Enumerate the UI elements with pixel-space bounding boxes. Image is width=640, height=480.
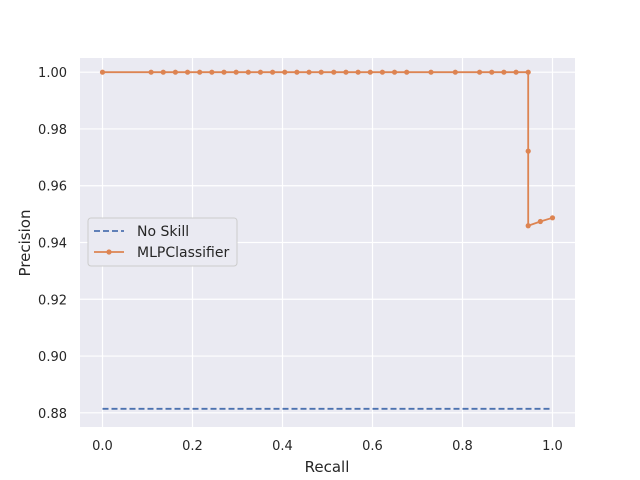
legend-marker-mlpclassifier <box>106 249 112 255</box>
data-point <box>233 69 239 75</box>
series-line-mlpclassifier <box>102 71 553 228</box>
data-point <box>172 69 178 75</box>
data-point <box>318 69 324 75</box>
data-point <box>197 69 203 75</box>
data-point <box>549 215 556 221</box>
data-point <box>404 69 410 75</box>
data-point <box>343 69 349 75</box>
y-tick-labels: 0.88 0.90 0.92 0.94 0.96 0.98 1.00 <box>38 66 67 422</box>
data-point <box>428 69 434 75</box>
data-point <box>331 69 337 75</box>
y-axis-label: Precision <box>16 210 34 277</box>
x-axis-label: Recall <box>305 458 350 476</box>
data-point <box>489 69 495 75</box>
legend-box <box>87 217 238 267</box>
data-point <box>501 69 507 75</box>
y-tick-label: 0.92 <box>38 293 67 308</box>
data-point <box>367 69 373 75</box>
data-point <box>525 69 531 75</box>
legend-label-no-skill: No Skill <box>137 224 189 240</box>
x-tick-label: 0.4 <box>272 439 293 454</box>
data-point <box>184 69 191 75</box>
data-point <box>452 69 458 75</box>
data-point <box>270 69 276 75</box>
x-tick-labels: 0.0 0.2 0.4 0.6 0.8 1.0 <box>92 439 563 454</box>
x-tick-label: 0.2 <box>182 439 203 454</box>
data-point <box>391 69 398 75</box>
y-tick-label: 0.98 <box>38 123 67 138</box>
series-layer <box>99 69 556 410</box>
data-point <box>306 69 312 75</box>
data-point <box>282 69 288 75</box>
data-point <box>537 218 543 225</box>
data-point <box>160 69 166 75</box>
y-tick-label: 0.90 <box>38 350 67 365</box>
data-point <box>379 69 385 75</box>
x-tick-label: 0.8 <box>452 439 473 454</box>
data-point <box>245 69 251 75</box>
y-tick-label: 0.96 <box>38 180 67 195</box>
data-point <box>525 148 531 154</box>
data-point <box>294 69 300 75</box>
y-tick-label: 1.00 <box>38 66 67 81</box>
legend: No Skill MLPClassifier <box>87 217 238 267</box>
y-tick-label: 0.94 <box>38 237 67 252</box>
data-point <box>525 223 531 229</box>
legend-label-mlpclassifier: MLPClassifier <box>137 245 229 261</box>
data-point <box>477 69 483 75</box>
x-tick-label: 0.0 <box>92 439 113 454</box>
data-point <box>257 69 264 75</box>
data-point <box>513 69 519 75</box>
data-point <box>355 69 361 75</box>
x-tick-label: 0.6 <box>362 439 383 454</box>
data-point <box>209 69 215 75</box>
x-tick-label: 1.0 <box>542 439 563 454</box>
data-point <box>221 69 227 75</box>
y-tick-label: 0.88 <box>38 407 67 422</box>
data-point <box>99 69 106 75</box>
data-point <box>148 69 154 75</box>
